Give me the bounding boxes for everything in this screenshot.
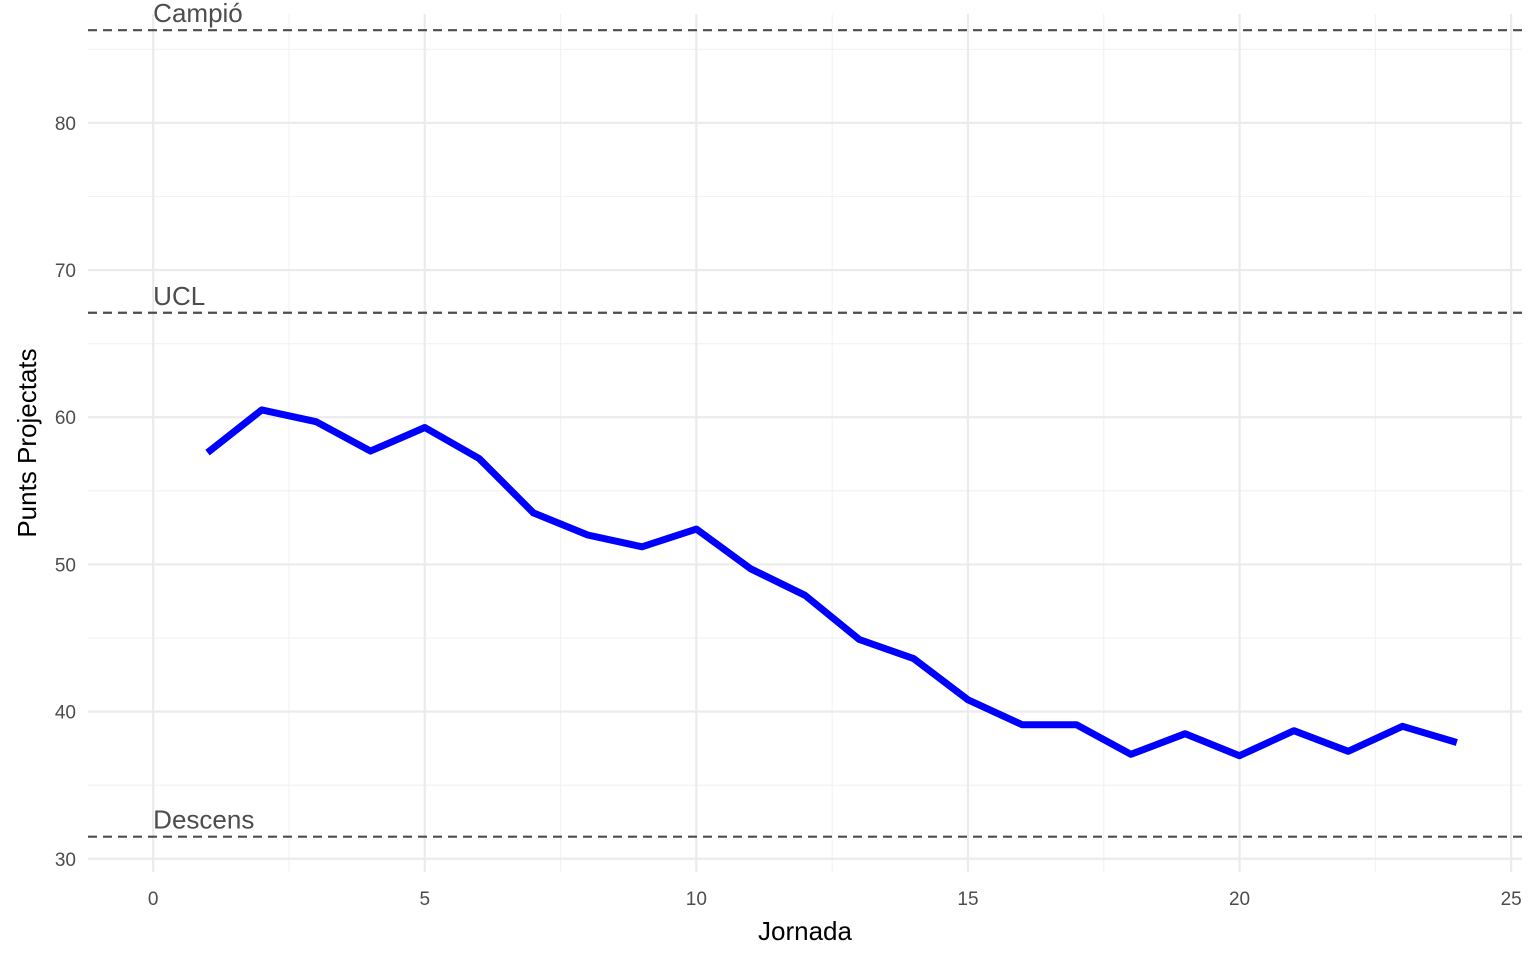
y-tick-label: 70 <box>55 261 76 282</box>
reference-line-label: Campió <box>153 0 243 28</box>
x-tick-label: 25 <box>1501 889 1522 910</box>
x-tick-label: 20 <box>1229 889 1250 910</box>
y-axis-title: Punts Projectats <box>12 348 42 537</box>
reference-line-label: UCL <box>153 281 205 311</box>
y-tick-label: 40 <box>55 703 76 724</box>
y-axis-tick-labels: 30 40 50 60 70 80 <box>55 114 76 871</box>
major-gridlines <box>88 14 1522 872</box>
series-group <box>205 406 1458 760</box>
reference-lines: Campió UCL Descens <box>88 0 1522 838</box>
x-axis-title: Jornada <box>758 916 852 946</box>
y-tick-label: 60 <box>55 408 76 429</box>
x-tick-label: 10 <box>686 889 707 910</box>
y-tick-label: 80 <box>55 114 76 135</box>
y-tick-label: 50 <box>55 555 76 576</box>
x-axis-tick-labels: 0 5 10 15 20 25 <box>148 889 1522 910</box>
y-tick-label: 30 <box>55 850 76 871</box>
x-tick-label: 0 <box>148 889 159 910</box>
x-tick-label: 15 <box>957 889 978 910</box>
minor-gridlines <box>88 14 1522 872</box>
reference-line-label: Descens <box>153 805 254 835</box>
x-tick-label: 5 <box>419 889 430 910</box>
series-line-0 <box>205 406 1458 760</box>
